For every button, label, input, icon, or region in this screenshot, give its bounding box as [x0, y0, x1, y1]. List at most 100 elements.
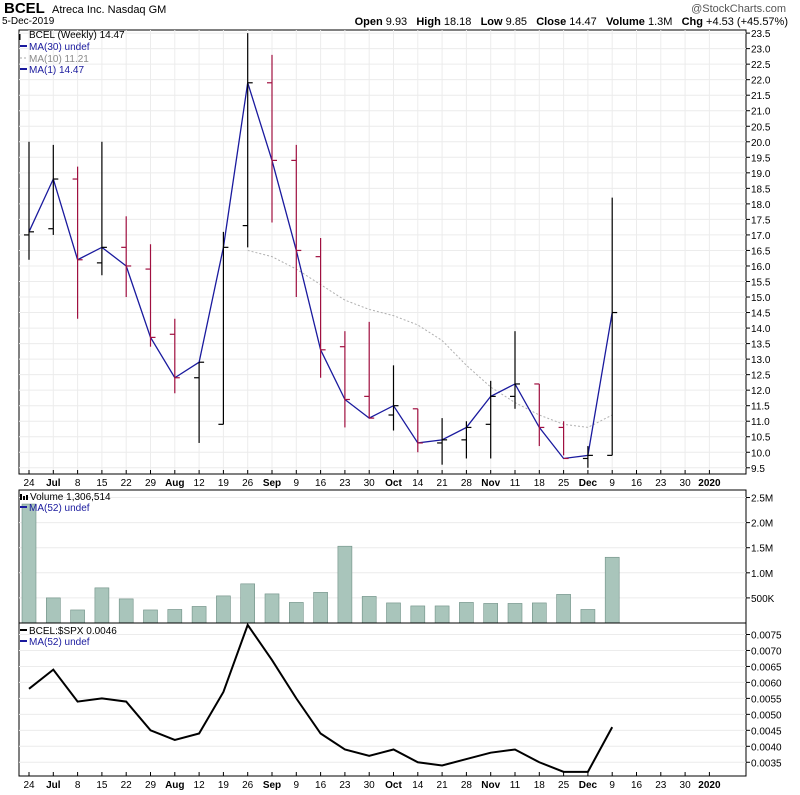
price-tick-label: 11.0 — [751, 417, 770, 428]
ratio-gridlines — [19, 633, 746, 763]
x-tick-label: 18 — [534, 780, 546, 791]
legend-volume-swatch — [20, 494, 28, 500]
price-plot-frame — [18, 29, 747, 475]
legend-ma30: MA(30) undef — [29, 42, 90, 53]
volume-bar — [556, 594, 571, 624]
legend-ma10: MA(10) 11.21 — [29, 54, 89, 65]
x-tick-label: Oct — [385, 478, 402, 489]
x-tick-label: 8 — [75, 478, 81, 489]
x-tick-label: 18 — [534, 478, 546, 489]
x-tick-label: Oct — [385, 780, 402, 791]
x-tick-label: 23 — [655, 478, 667, 489]
x-tick-label: 25 — [558, 478, 570, 489]
price-tick-label: 14.5 — [751, 309, 771, 320]
price-tick-label: 14.0 — [751, 324, 771, 335]
x-tick-label: 9 — [294, 478, 300, 489]
volume-bar — [70, 609, 85, 624]
price-tick-label: 10.0 — [751, 448, 771, 459]
x-tick-label: Sep — [263, 780, 281, 791]
x-tick-label: 16 — [315, 780, 327, 791]
ratio-plot-frame — [18, 622, 747, 777]
volume-bar — [94, 587, 110, 624]
x-tick-label: 25 — [558, 780, 570, 791]
x-tick-label: 9 — [294, 780, 300, 791]
ohlc-bar — [169, 318, 180, 394]
ratio-tick-label: 0.0055 — [751, 694, 782, 705]
ohlc-bar — [510, 331, 520, 409]
ratio-tick-label: 0.0075 — [751, 630, 782, 641]
x-tick-label: 2020 — [698, 780, 721, 791]
x-tick-label: 24 — [23, 780, 35, 791]
x-tick-label: 26 — [242, 478, 254, 489]
low-value: 9.85 — [505, 16, 528, 28]
ratio-x-axis: 24 Jul 8 15 22 29 Aug 12 19 26 Sep 9 16 23 30 Oct 14 21 28… — [23, 772, 721, 791]
ohlc-bar — [485, 380, 496, 459]
price-tick-label: 19.5 — [751, 153, 771, 164]
price-tick-label: 22.0 — [751, 76, 771, 87]
open-label: Open — [354, 16, 383, 28]
x-tick-label: 11 — [510, 780, 521, 791]
ohlc-bars — [24, 33, 618, 468]
volume-bar — [337, 545, 353, 624]
volume-tick-label: 1.0M — [751, 569, 773, 580]
volume-bar — [531, 602, 547, 624]
ratio-tick-label: 0.0065 — [751, 662, 782, 673]
price-tick-label: 22.5 — [751, 60, 771, 71]
volume-bar — [434, 605, 450, 624]
x-tick-label: 9 — [609, 478, 615, 489]
x-tick-label: 22 — [121, 780, 133, 791]
ratio-tick-label: 0.0045 — [751, 726, 782, 737]
x-tick-label: 15 — [96, 780, 108, 791]
volume-bar — [313, 592, 328, 624]
low-label: Low — [480, 16, 503, 28]
volume-tick-label: 2.5M — [751, 494, 773, 505]
volume-tick-label: 500K — [751, 594, 775, 605]
x-tick-label: 2020 — [698, 478, 721, 489]
x-tick-label: 16 — [631, 478, 643, 489]
ohlc-bar — [72, 166, 83, 319]
x-tick-label: 28 — [461, 780, 473, 791]
volume-bar — [386, 602, 401, 624]
ohlc-bar — [145, 244, 156, 347]
ratio-panel: 0.0035 0.0040 0.0045 0.0050 0.0055 0.0060 0.00… — [18, 622, 782, 777]
x-tick-label: 11 — [510, 478, 521, 489]
x-tick-label: Dec — [579, 780, 598, 791]
price-tick-label: 12.5 — [751, 371, 771, 382]
volume-bar — [483, 603, 499, 624]
x-tick-label: 28 — [461, 478, 473, 489]
ohlc-bar — [461, 421, 472, 459]
x-tick-label: 12 — [194, 478, 206, 489]
price-tick-label: 20.0 — [751, 138, 771, 149]
volume-bar — [21, 503, 37, 624]
volume-value: 1.3M — [647, 16, 673, 28]
x-tick-label: 30 — [364, 478, 376, 489]
ohlc-bar — [412, 408, 423, 453]
price-tick-label: 11.5 — [751, 402, 770, 413]
price-tick-label: 23.5 — [751, 29, 771, 40]
company-name: Atreca Inc. Nasdaq GM — [52, 4, 167, 16]
price-gridlines — [19, 30, 746, 474]
x-tick-label: 23 — [339, 478, 351, 489]
ohlc-bar — [267, 54, 277, 223]
price-tick-label: 16.5 — [751, 246, 771, 257]
ratio-tick-label: 0.0070 — [751, 646, 782, 657]
x-tick-label: Jul — [46, 478, 61, 489]
open-value: 9.93 — [385, 16, 408, 28]
x-tick-label: 29 — [145, 780, 157, 791]
price-tick-label: 19.0 — [751, 169, 771, 180]
price-panel: 9.5 10.0 10.5 11.0 11.5 12.0 12.5 13.0 13.5 14.0 1… — [18, 29, 771, 475]
x-tick-label: 16 — [631, 780, 643, 791]
ohlc-bar — [218, 231, 229, 425]
ohlc-bar — [291, 144, 302, 298]
legend-price: BCEL (Weekly) 14.47 — [29, 30, 125, 41]
x-tick-label: Sep — [263, 478, 281, 489]
ratio-line — [28, 622, 614, 773]
ohlc-bar — [437, 418, 448, 465]
x-tick-label: 16 — [315, 478, 327, 489]
volume-bar — [459, 602, 474, 624]
price-tick-label: 15.0 — [751, 293, 771, 304]
volume-gridlines — [19, 497, 746, 599]
high-label: High — [416, 16, 441, 28]
